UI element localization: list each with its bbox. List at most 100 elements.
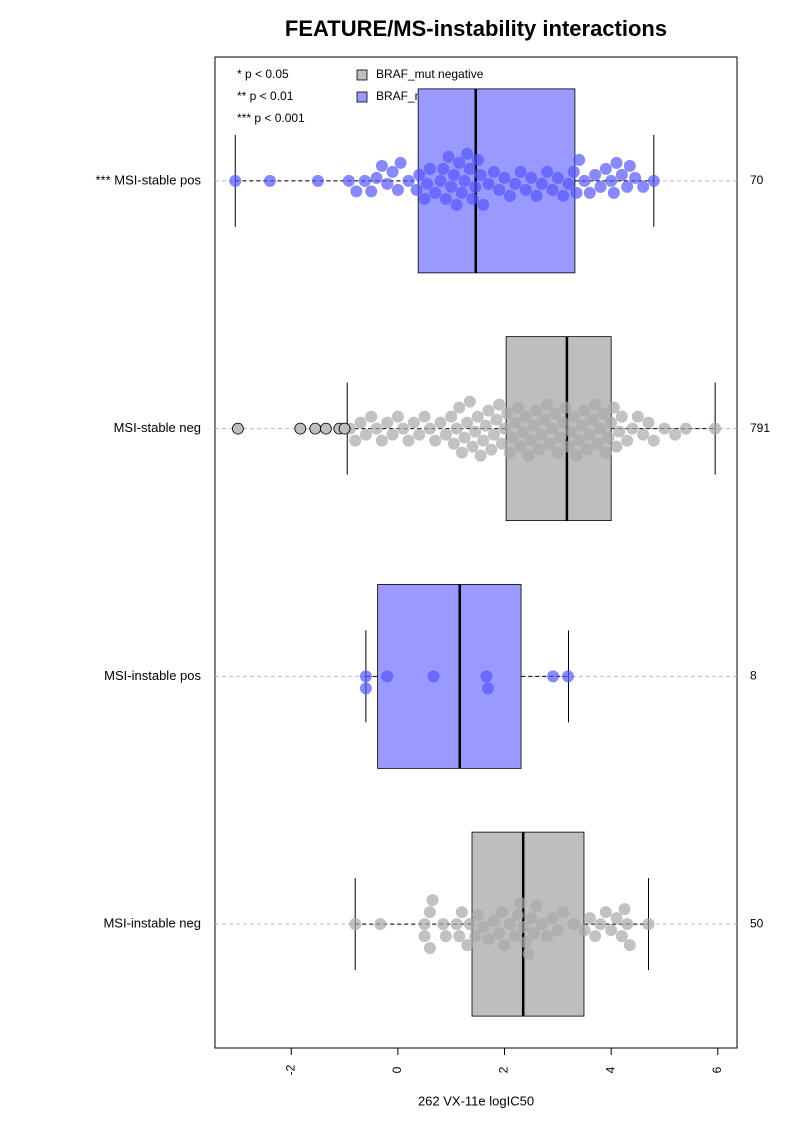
point [543,437,556,450]
point [623,939,636,952]
point [463,395,476,408]
point [623,159,636,172]
outlier [309,422,322,435]
legend-swatch [356,69,368,81]
point [570,186,583,199]
point [561,670,574,683]
point [594,918,607,931]
point [453,401,466,414]
point [311,174,324,187]
point [434,416,447,429]
point [455,906,468,919]
point [487,428,500,441]
y-tick-label: MSI-instable pos [104,668,201,683]
point [386,428,399,441]
point [562,177,575,190]
point [413,168,426,181]
point [610,912,623,925]
point [533,443,546,456]
point [599,446,612,459]
point [482,177,495,190]
point [567,165,580,178]
point [359,428,372,441]
point [530,900,543,913]
point [461,939,474,952]
point [450,422,463,435]
point [514,897,527,910]
point [374,918,387,931]
point [498,939,511,952]
point [647,174,660,187]
point [621,434,634,447]
point [642,416,655,429]
legend-swatch [356,91,368,103]
chart-title: FEATURE/MS-instability interactions [285,16,667,41]
point [615,410,628,423]
point [658,422,671,435]
point [469,425,482,438]
x-tick-label: 4 [603,1066,617,1073]
point [447,168,460,181]
point [535,177,548,190]
point [621,180,634,193]
x-axis-label: 262 VX-11e logIC50 [418,1093,534,1108]
point [445,410,458,423]
point [498,171,511,184]
point [589,168,602,181]
point [423,422,436,435]
point [418,192,431,205]
point [583,912,596,925]
count-label: 8 [750,669,757,683]
point [445,180,458,193]
point [546,912,559,925]
point [583,428,596,441]
point [474,168,487,181]
point [551,171,564,184]
point [458,174,471,187]
point [626,422,639,435]
point [350,185,363,198]
point [349,434,362,447]
point [589,398,602,411]
point [631,410,644,423]
point [605,924,618,937]
x-tick-label: 2 [497,1066,511,1073]
point [621,918,634,931]
point [517,425,530,438]
y-tick-label: MSI-stable neg [114,420,201,435]
point [455,186,468,199]
point [613,425,626,438]
outlier [294,422,307,435]
point [481,682,494,695]
point [567,918,580,931]
point [439,428,452,441]
x-tick-label: 6 [710,1066,724,1073]
count-label: 50 [750,916,764,930]
point [437,162,450,175]
point [575,419,588,432]
point [551,446,564,459]
point [394,156,407,169]
point [709,422,722,435]
point [458,431,471,444]
point [482,404,495,417]
point [525,434,538,447]
point [413,428,426,441]
legend-label: BRAF_mut negative [376,67,484,81]
point [519,410,532,423]
point [538,413,551,426]
point [519,936,532,949]
point [358,174,371,187]
point [530,404,543,417]
point [375,434,388,447]
outlier [232,422,244,435]
outlier [320,422,332,435]
y-tick-label: MSI-instable neg [103,916,201,931]
point [437,918,450,931]
point [573,434,586,447]
point [402,174,415,187]
point [527,419,540,432]
point [359,670,372,683]
point [509,930,522,943]
point [615,930,628,943]
